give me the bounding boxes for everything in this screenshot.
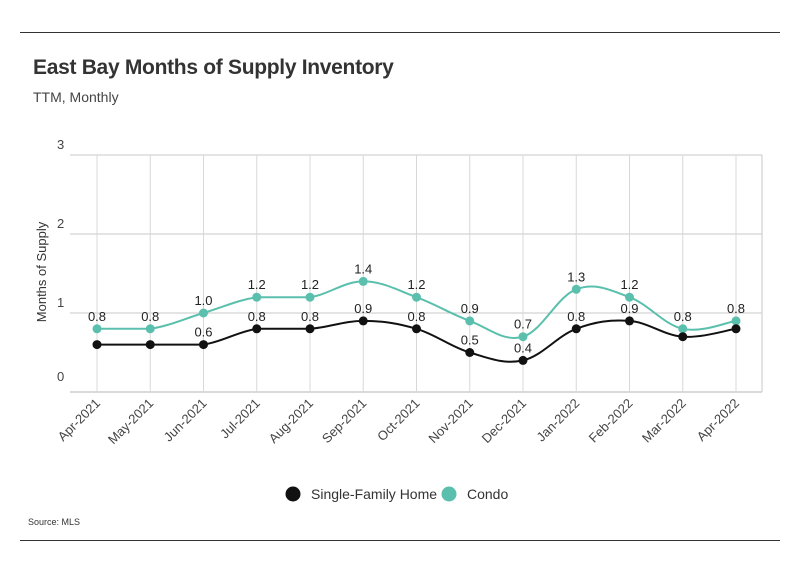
legend-item-condo-label: Condo [467, 486, 508, 502]
data-point-condo [571, 284, 581, 294]
data-point-condo [518, 332, 528, 342]
data-labels: 0.6 0.8 0.8 0.9 0.8 0.5 0.4 0.8 0.9 0.8 0.8 1.0 1.2 1… [88, 261, 745, 355]
data-point-condo [412, 292, 421, 302]
bottom-rule [20, 540, 780, 541]
x-tick-label: Nov-2021 [425, 396, 475, 446]
x-tick-label: Jun-2021 [161, 396, 210, 445]
data-label-condo: 1.0 [194, 293, 212, 308]
data-point-single-family-home [465, 348, 475, 357]
data-label-single-family-home: 0.6 [194, 325, 212, 340]
data-point-condo [625, 292, 634, 302]
x-tick-label: Aug-2021 [266, 396, 316, 446]
data-label-condo: 1.2 [407, 277, 425, 292]
data-point-single-family-home [199, 340, 208, 350]
data-point-single-family-home [412, 324, 421, 334]
data-point-condo [305, 292, 315, 302]
x-tick-label: Dec-2021 [479, 396, 529, 446]
legend-item-single-family-home-marker [285, 486, 301, 502]
data-label-condo: 0.8 [727, 301, 745, 316]
legend-item-condo-marker [441, 486, 457, 502]
legend-item-single-family-home-label: Single-Family Home [311, 486, 437, 502]
data-point-condo [145, 324, 155, 334]
data-point-condo [678, 324, 688, 334]
x-tick-label: Oct-2021 [374, 396, 422, 444]
data-point-condo [358, 276, 368, 286]
data-point-condo [731, 316, 741, 326]
top-rule [20, 32, 780, 33]
x-tick-label: Feb-2022 [586, 396, 636, 446]
gridlines [70, 154, 763, 393]
data-label-single-family-home: 0.9 [620, 301, 638, 316]
data-point-single-family-home [305, 324, 315, 334]
series-points [92, 276, 741, 365]
data-point-single-family-home [678, 332, 688, 342]
legend: Single-Family Home Condo [285, 486, 508, 502]
data-point-single-family-home [731, 324, 741, 334]
x-tick-label: Sep-2021 [319, 396, 369, 446]
data-label-single-family-home: 0.8 [248, 309, 266, 324]
data-label-condo: 1.2 [248, 277, 266, 292]
source-note: Source: MLS [28, 517, 81, 527]
x-tick-label: Apr-2022 [694, 396, 742, 444]
y-axis-ticks: 0 1 2 3 [57, 137, 64, 384]
data-label-single-family-home: 0.9 [354, 301, 372, 316]
data-point-single-family-home [145, 340, 155, 350]
data-label-condo: 0.8 [141, 309, 159, 324]
data-point-condo [92, 324, 102, 334]
data-label-condo: 1.4 [354, 261, 372, 276]
data-label-single-family-home: 0.8 [301, 309, 319, 324]
data-label-condo: 0.8 [88, 309, 106, 324]
data-point-single-family-home [92, 340, 102, 350]
x-axis-ticks: Apr-2021 May-2021 Jun-2021 Jul-2021 Aug-2021… [55, 396, 742, 447]
chart-subtitle: TTM, Monthly [33, 89, 119, 105]
y-tick-label: 2 [57, 216, 64, 231]
data-label-condo: 0.9 [461, 301, 479, 316]
data-label-single-family-home: 0.8 [407, 309, 425, 324]
y-tick-label: 1 [57, 295, 64, 310]
data-point-single-family-home [358, 316, 368, 326]
data-point-condo [252, 292, 262, 302]
y-axis-label: Months of Supply [34, 221, 49, 322]
data-label-condo: 0.7 [514, 317, 532, 332]
data-label-condo: 1.3 [567, 269, 585, 284]
data-point-single-family-home [518, 355, 528, 365]
data-label-single-family-home: 0.8 [567, 309, 585, 324]
chart-title: East Bay Months of Supply Inventory [33, 56, 394, 79]
data-point-condo [199, 308, 208, 318]
x-tick-label: Mar-2022 [639, 396, 689, 446]
data-label-condo: 1.2 [301, 277, 319, 292]
data-point-condo [465, 316, 475, 326]
data-label-condo: 0.8 [674, 309, 692, 324]
data-point-single-family-home [252, 324, 262, 334]
data-point-single-family-home [571, 324, 581, 334]
data-label-single-family-home: 0.4 [514, 340, 532, 355]
x-tick-label: May-2021 [105, 396, 156, 447]
y-tick-label: 0 [57, 369, 64, 384]
x-tick-label: Jan-2022 [533, 396, 582, 445]
x-tick-label: Apr-2021 [55, 396, 103, 444]
x-tick-label: Jul-2021 [217, 396, 263, 442]
data-label-condo: 1.2 [620, 277, 638, 292]
y-tick-label: 3 [57, 137, 64, 152]
data-point-single-family-home [625, 316, 634, 326]
data-label-single-family-home: 0.5 [461, 333, 479, 348]
